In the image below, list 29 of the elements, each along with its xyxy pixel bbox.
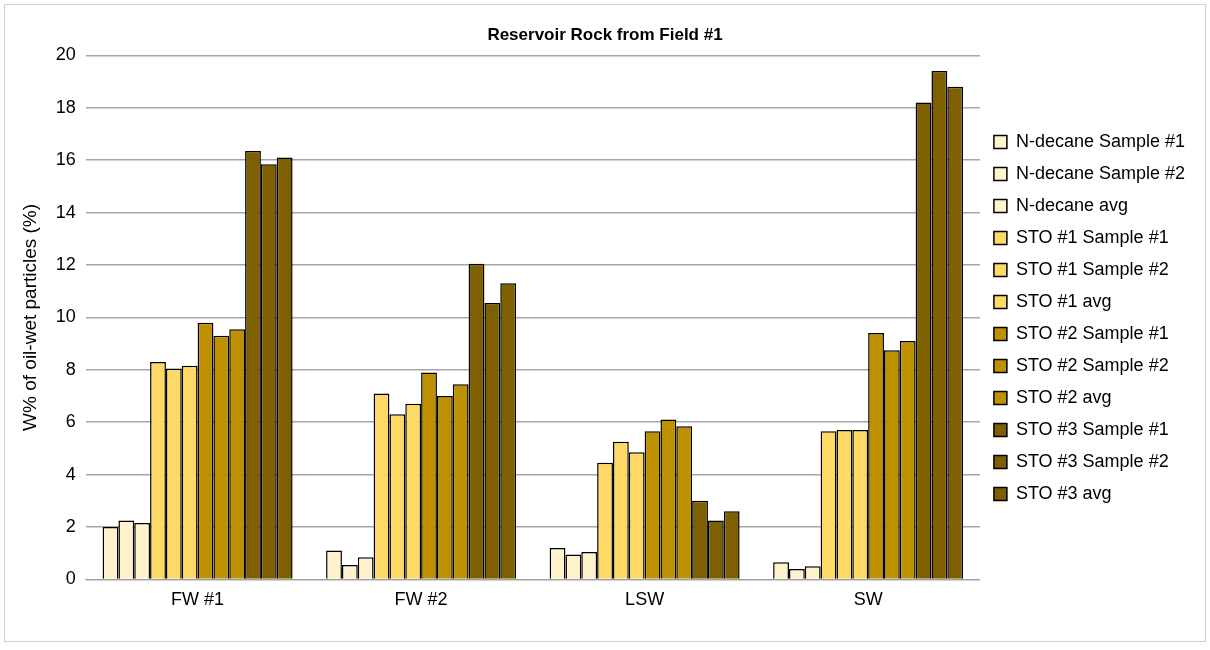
legend-label: N-decane avg bbox=[1015, 194, 1128, 215]
y-tick-label: 2 bbox=[65, 515, 76, 536]
y-tick-label: 16 bbox=[55, 149, 76, 170]
legend-label: STO #2 Sample #2 bbox=[1015, 354, 1169, 375]
legend-label: STO #1 Sample #1 bbox=[1015, 226, 1169, 247]
chart-title: Reservoir Rock from Field #1 bbox=[487, 24, 723, 44]
y-tick-label: 6 bbox=[65, 411, 76, 432]
y-tick-label: 20 bbox=[55, 44, 76, 65]
y-tick-label: 10 bbox=[55, 306, 76, 327]
y-tick-label: 14 bbox=[55, 201, 76, 222]
y-tick-label: 18 bbox=[55, 96, 76, 117]
legend-label: STO #1 avg bbox=[1015, 290, 1112, 311]
y-tick-label: 12 bbox=[55, 253, 76, 274]
legend-label: STO #2 Sample #1 bbox=[1015, 322, 1169, 343]
legend-label: STO #2 avg bbox=[1015, 386, 1112, 407]
legend-label: N-decane Sample #1 bbox=[1015, 130, 1186, 151]
x-tick-label: FW #1 bbox=[171, 589, 225, 610]
legend-label: N-decane Sample #2 bbox=[1015, 162, 1186, 183]
x-tick-label: FW #2 bbox=[394, 589, 448, 610]
y-tick-label: 8 bbox=[65, 358, 76, 379]
legend-label: STO #3 Sample #2 bbox=[1015, 450, 1169, 471]
x-tick-label: SW bbox=[853, 589, 883, 610]
legend-label: STO #3 avg bbox=[1015, 482, 1112, 503]
y-tick-label: 4 bbox=[65, 463, 76, 484]
y-axis-title: W% of oil-wet particles (%) bbox=[18, 203, 40, 431]
x-tick-label: LSW bbox=[625, 589, 665, 610]
legend-label: STO #3 Sample #1 bbox=[1015, 418, 1169, 439]
y-tick-label: 0 bbox=[65, 568, 76, 589]
legend-label: STO #1 Sample #2 bbox=[1015, 258, 1169, 279]
